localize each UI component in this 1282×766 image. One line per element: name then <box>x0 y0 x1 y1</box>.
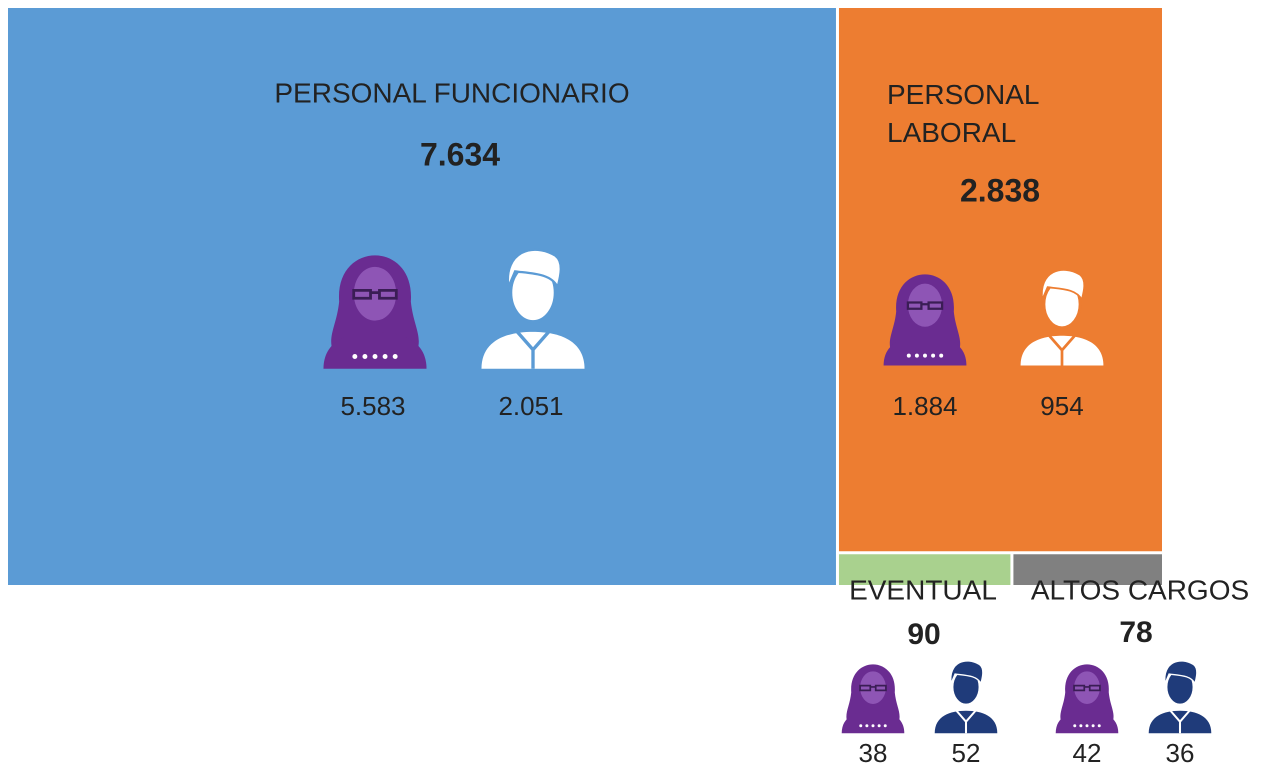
treemap-cell <box>838 8 1162 552</box>
hair <box>950 660 984 687</box>
woman-icon <box>883 274 967 366</box>
glasses <box>859 684 887 692</box>
treemap-cell <box>8 8 836 585</box>
dot <box>1073 724 1077 728</box>
collar <box>1048 334 1076 366</box>
dot <box>939 353 944 358</box>
cell-total: 2.838 <box>960 172 1040 208</box>
collar <box>516 330 550 369</box>
men-count: 52 <box>952 738 981 766</box>
dot <box>382 354 388 359</box>
glasses <box>906 301 944 310</box>
women-count: 38 <box>859 738 888 766</box>
dot <box>372 354 378 359</box>
cell-label: EVENTUAL <box>849 574 997 605</box>
dot <box>923 353 927 358</box>
hair <box>1041 269 1086 304</box>
dot <box>871 724 875 728</box>
cell-total: 90 <box>907 618 940 651</box>
treemap-cell <box>1013 554 1162 585</box>
cell-label: ALTOS CARGOS <box>1031 574 1249 605</box>
women-count: 42 <box>1073 738 1102 766</box>
hair <box>1164 660 1198 687</box>
women-count: 1.884 <box>892 391 957 421</box>
hair <box>506 248 562 292</box>
collar <box>1169 710 1191 734</box>
man-icon <box>1148 660 1212 734</box>
man-icon <box>934 660 998 734</box>
shoulders <box>883 335 967 366</box>
cell-total: 78 <box>1119 616 1152 649</box>
cell-label: PERSONAL FUNCIONARIO <box>274 77 629 108</box>
dot <box>914 353 919 358</box>
dot <box>392 354 398 359</box>
dot <box>1091 724 1095 728</box>
woman-icon <box>841 664 905 734</box>
dot <box>362 354 368 359</box>
collar <box>955 710 977 734</box>
cell-total: 7.634 <box>420 136 500 172</box>
dot <box>877 724 881 728</box>
dot <box>1085 724 1089 728</box>
dot <box>906 353 911 358</box>
treemap-cell <box>838 554 1011 585</box>
dot <box>1097 724 1101 728</box>
dot <box>865 724 869 728</box>
shoulders <box>323 331 427 369</box>
shoulders <box>841 710 905 734</box>
dot <box>1079 724 1083 728</box>
cell-label: PERSONAL LABORAL <box>887 79 1039 148</box>
men-count: 2.051 <box>498 391 563 421</box>
women-count: 5.583 <box>340 391 405 421</box>
men-count: 954 <box>1040 391 1083 421</box>
woman-icon <box>1055 664 1119 734</box>
dot <box>859 724 863 728</box>
man-icon <box>481 248 585 369</box>
glasses <box>1073 684 1101 692</box>
dot <box>352 354 358 359</box>
woman-icon <box>323 255 427 369</box>
men-count: 36 <box>1166 738 1195 766</box>
dot <box>883 724 887 728</box>
glasses <box>352 289 398 300</box>
man-icon <box>1020 269 1104 366</box>
dot <box>931 353 936 358</box>
shoulders <box>1055 710 1119 734</box>
